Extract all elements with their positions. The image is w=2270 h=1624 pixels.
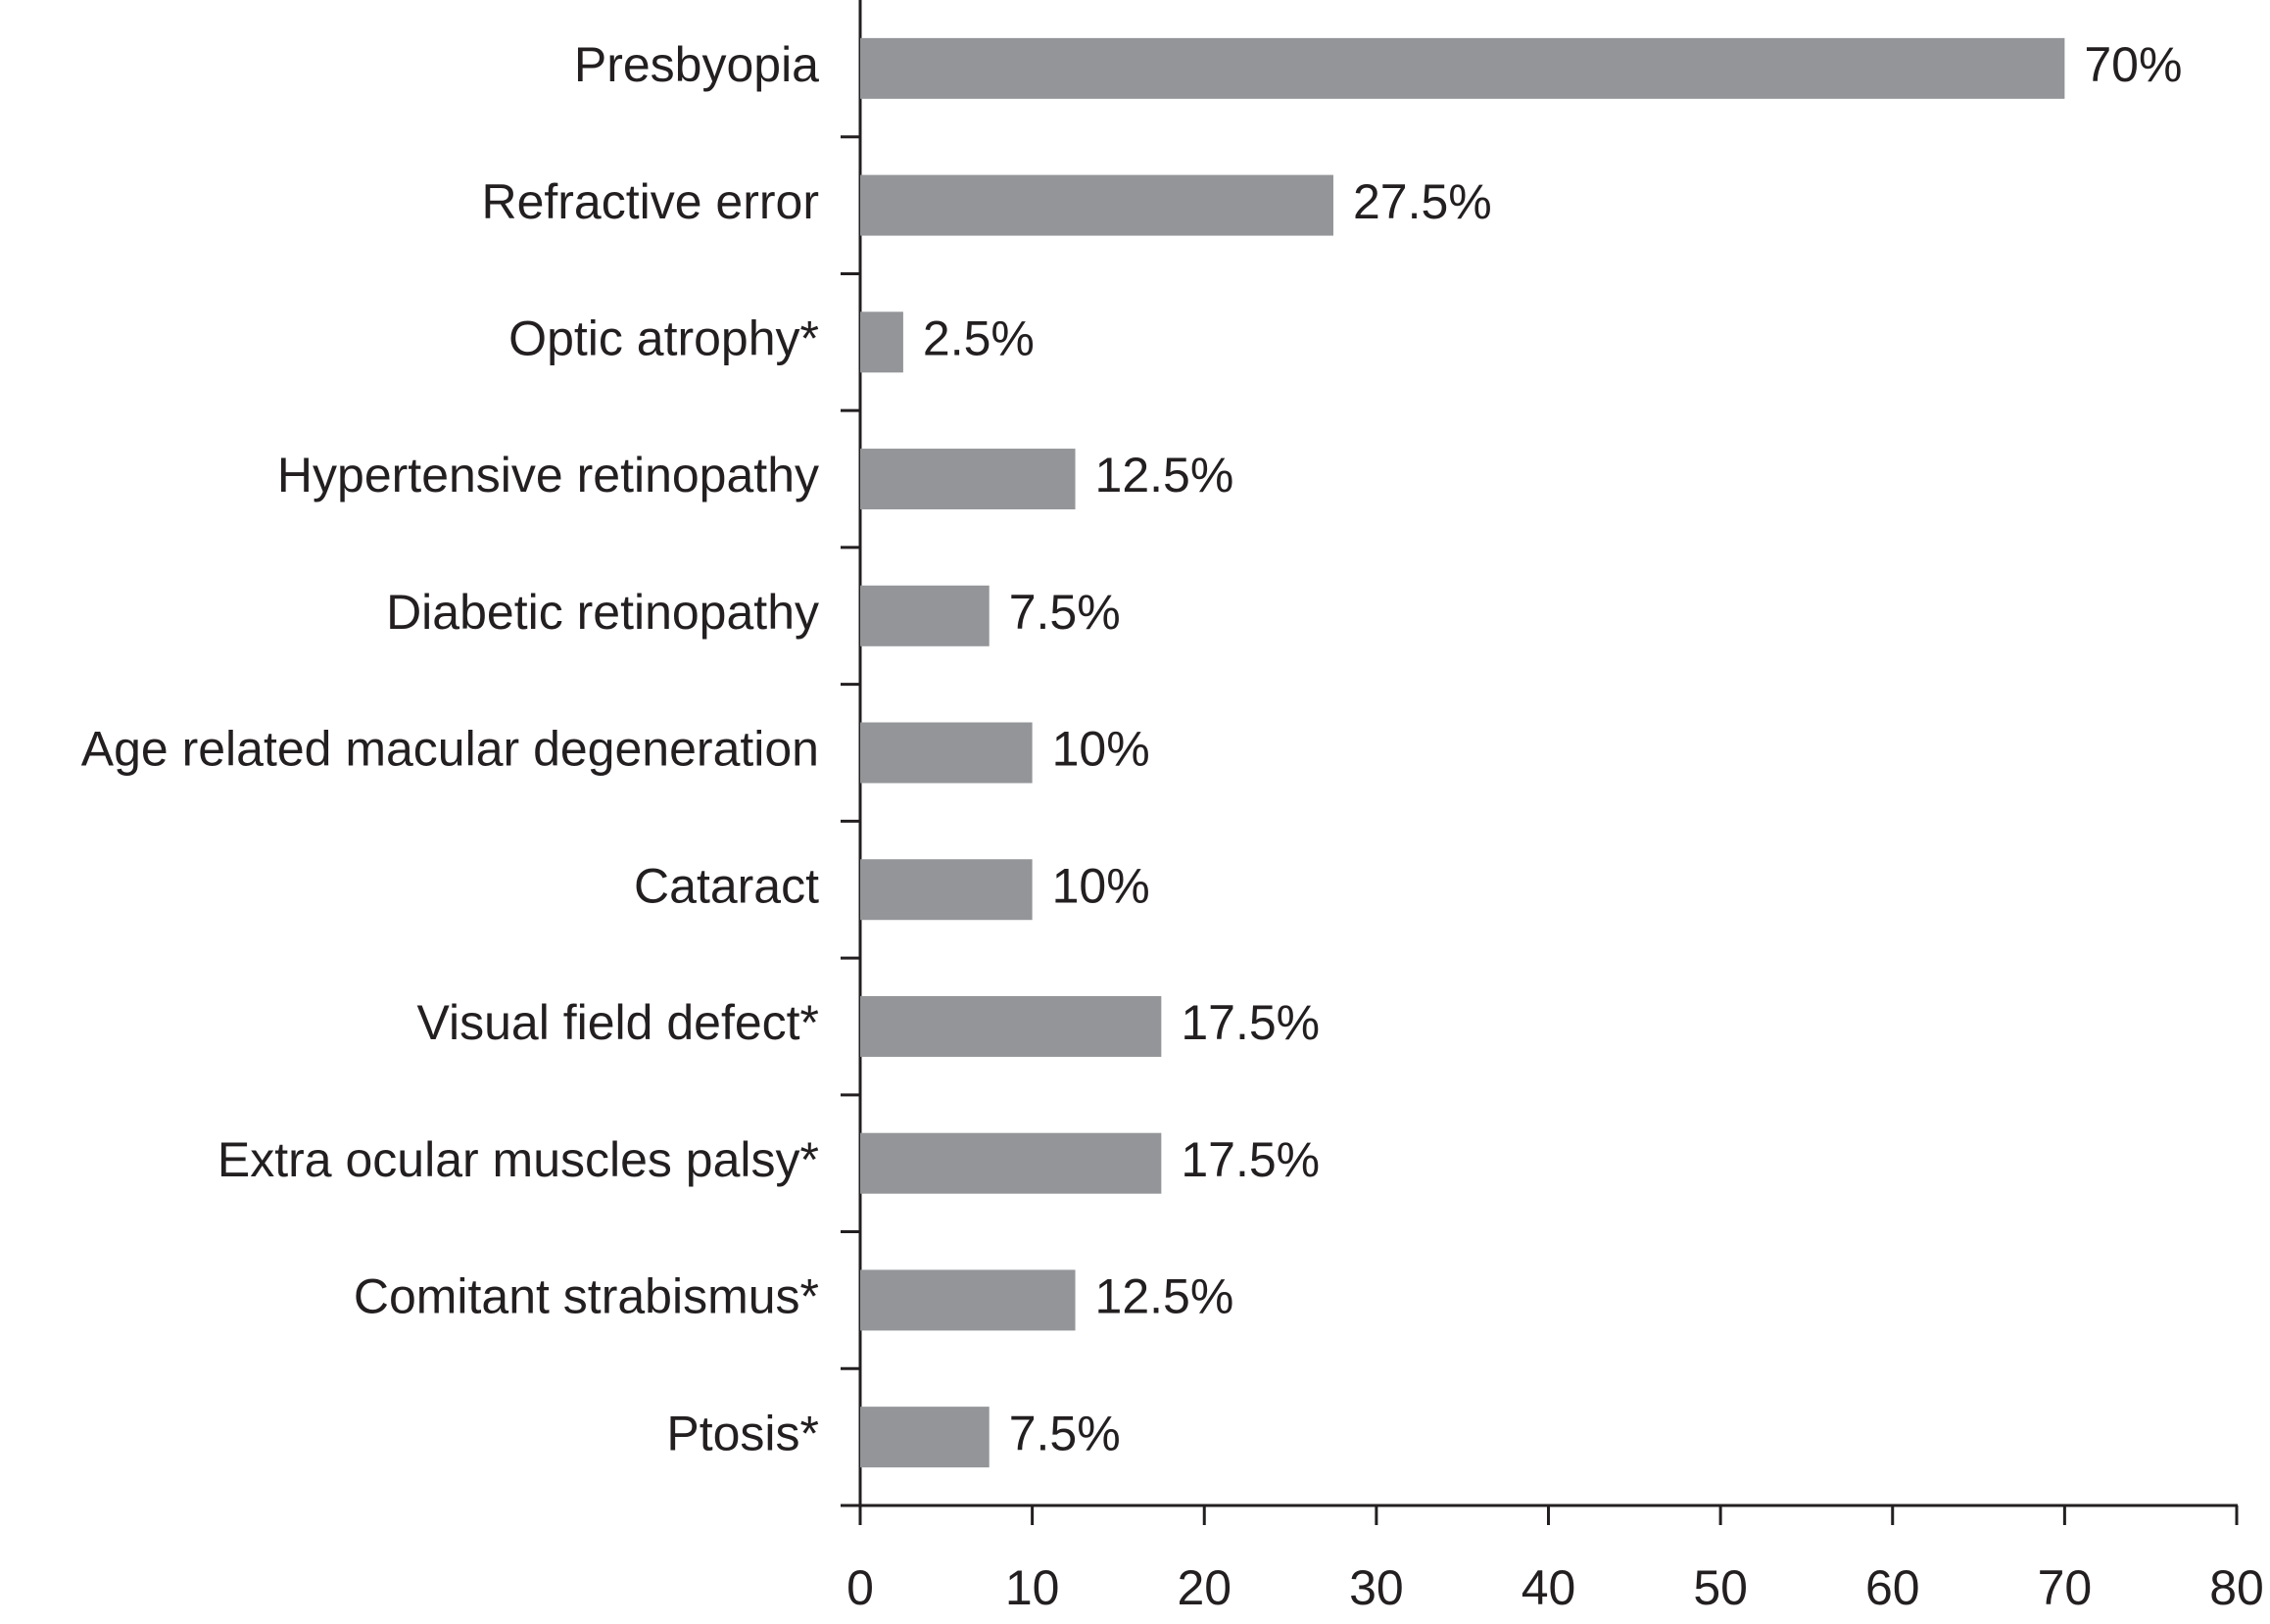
y-tick-label: Extra ocular muscles palsy* bbox=[217, 1132, 819, 1187]
bar bbox=[860, 1269, 1076, 1331]
y-tick-label: Presbyopia bbox=[574, 37, 819, 92]
value-label: 10% bbox=[1052, 858, 1150, 913]
value-label: 17.5% bbox=[1181, 995, 1320, 1050]
x-tick-label: 10 bbox=[1005, 1560, 1060, 1615]
y-tick-label: Refractive error bbox=[481, 174, 819, 229]
x-tick-label: 40 bbox=[1521, 1560, 1576, 1615]
y-tick-label: Comitant strabismus* bbox=[354, 1269, 819, 1324]
value-label: 10% bbox=[1052, 722, 1150, 777]
y-tick-label: Optic atrophy* bbox=[508, 311, 819, 366]
y-tick-label: Hypertensive retinopathy bbox=[277, 448, 819, 502]
y-tick-label: Visual field defect* bbox=[417, 995, 819, 1050]
x-tick-label: 30 bbox=[1349, 1560, 1404, 1615]
x-tick-label: 20 bbox=[1177, 1560, 1232, 1615]
value-label: 17.5% bbox=[1181, 1132, 1320, 1187]
bar bbox=[860, 1407, 990, 1468]
x-tick-label: 50 bbox=[1693, 1560, 1748, 1615]
value-label: 7.5% bbox=[1009, 585, 1121, 640]
x-tick-label: 60 bbox=[1865, 1560, 1920, 1615]
bar bbox=[860, 722, 1033, 784]
y-tick-label: Diabetic retinopathy bbox=[386, 585, 819, 640]
value-label: 12.5% bbox=[1095, 1269, 1234, 1324]
bar bbox=[860, 449, 1076, 510]
y-tick-label: Age related macular degeneration bbox=[81, 722, 819, 777]
bar bbox=[860, 174, 1333, 236]
x-tick-label: 80 bbox=[2209, 1560, 2264, 1615]
bar bbox=[860, 311, 903, 373]
bar bbox=[860, 585, 990, 646]
bar bbox=[860, 1132, 1162, 1194]
value-label: 27.5% bbox=[1353, 174, 1492, 229]
bar bbox=[860, 995, 1162, 1057]
bar bbox=[860, 37, 2065, 99]
value-label: 12.5% bbox=[1095, 448, 1234, 502]
value-label: 2.5% bbox=[923, 311, 1035, 366]
y-tick-label: Cataract bbox=[634, 858, 819, 913]
value-label: 7.5% bbox=[1009, 1406, 1121, 1460]
x-tick-label: 0 bbox=[846, 1560, 874, 1615]
bar bbox=[860, 859, 1033, 921]
y-tick-label: Ptosis* bbox=[666, 1406, 819, 1460]
x-tick-label: 70 bbox=[2038, 1560, 2093, 1615]
value-label: 70% bbox=[2084, 37, 2182, 92]
